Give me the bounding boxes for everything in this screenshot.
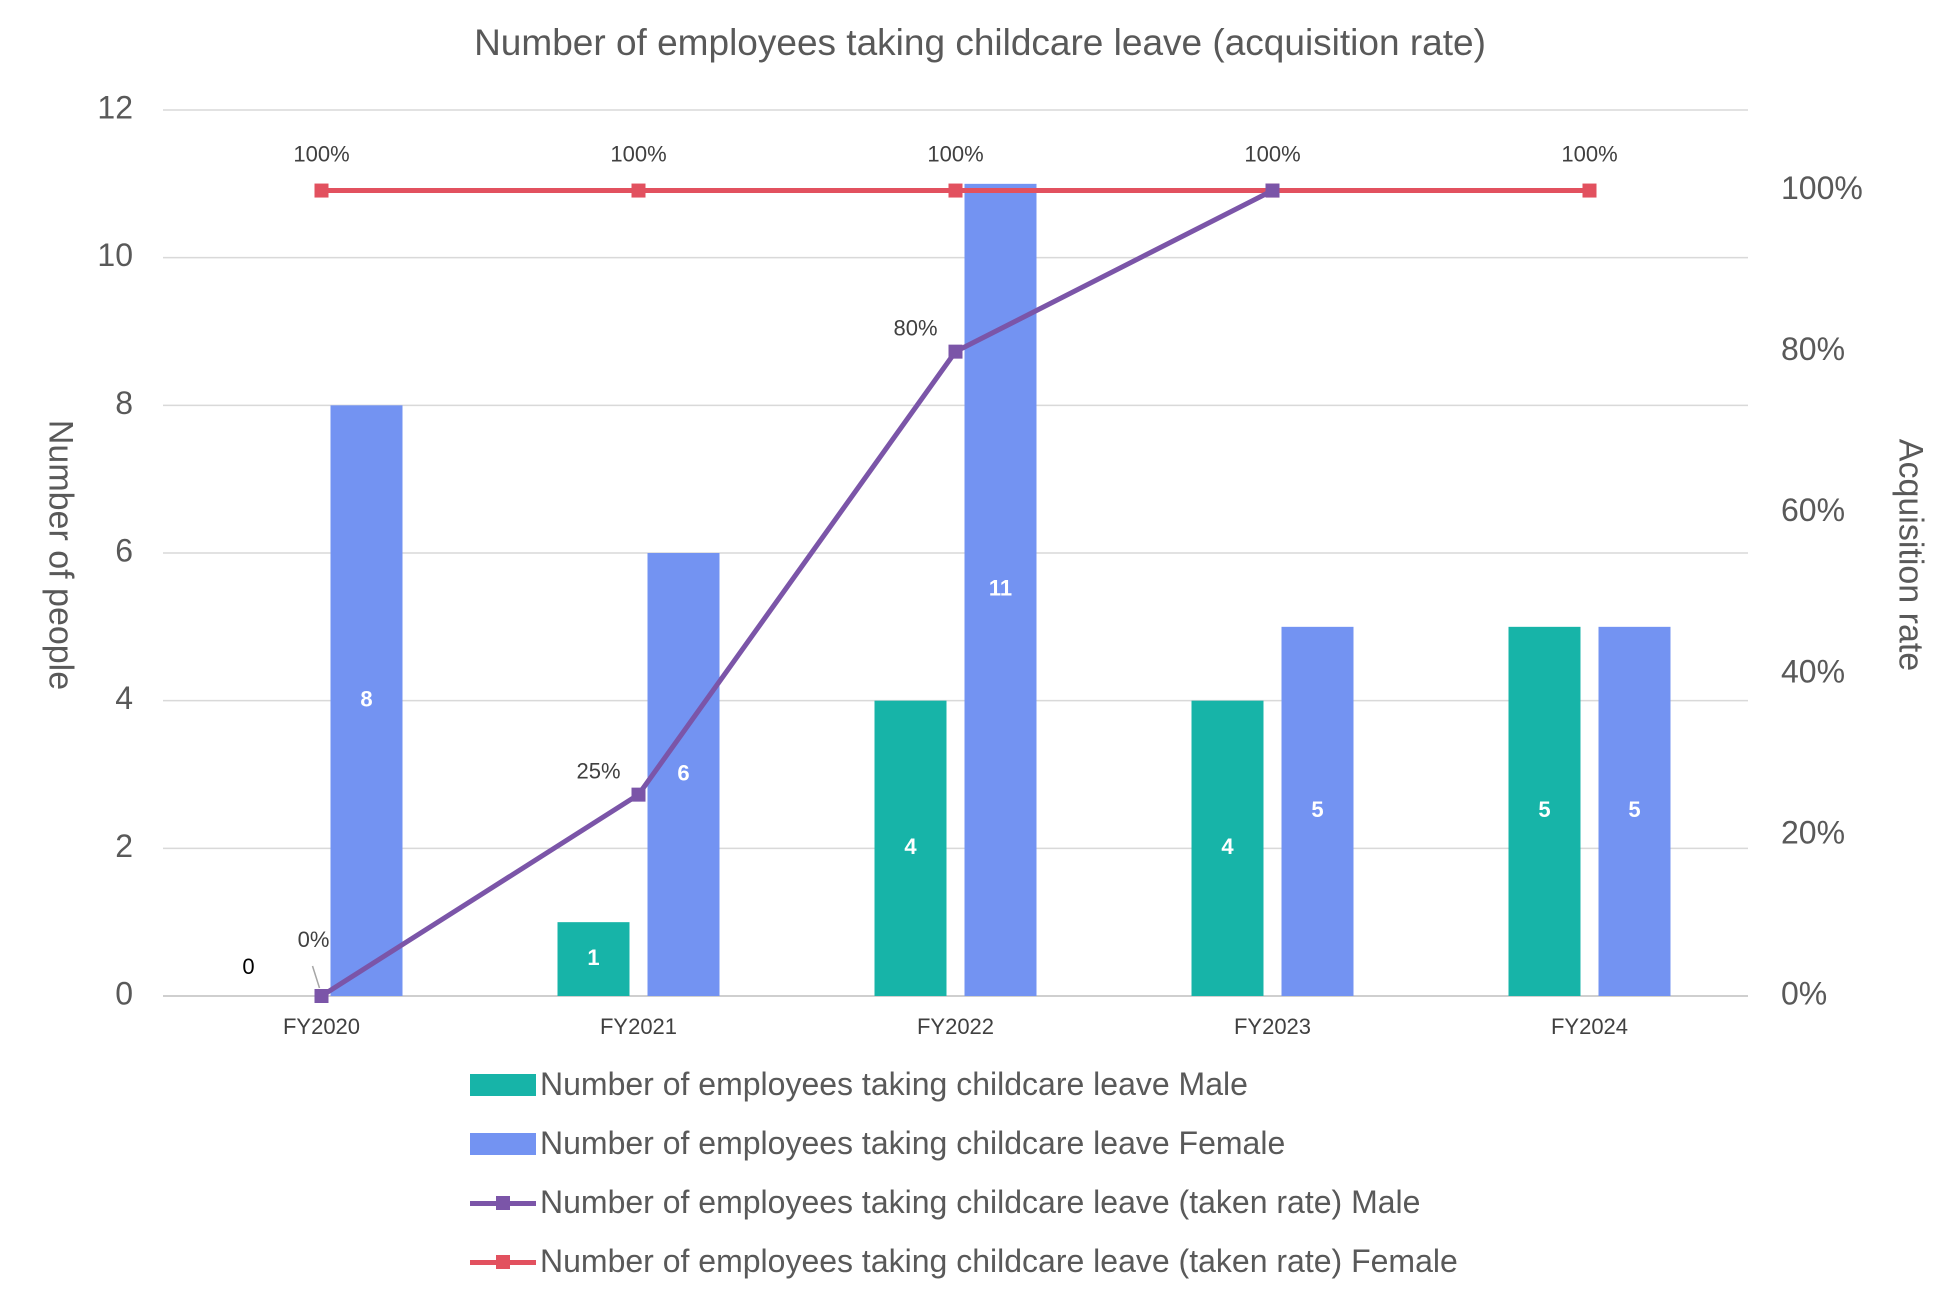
legend-item: Number of employees taking childcare lea… bbox=[470, 1232, 1458, 1291]
bar-female bbox=[647, 553, 720, 996]
bar-male bbox=[874, 700, 947, 996]
marker-male-rate bbox=[314, 989, 329, 1003]
x-tick-label: FY2024 bbox=[1551, 1014, 1628, 1039]
rate-label-female: 100% bbox=[293, 141, 349, 166]
bar-female bbox=[1598, 626, 1671, 996]
y-tick-label: 6 bbox=[115, 532, 133, 568]
bar-label-female: 5 bbox=[1628, 797, 1640, 822]
bar-male bbox=[1191, 700, 1264, 996]
bar-label-female: 6 bbox=[677, 760, 689, 785]
marker-female-rate bbox=[948, 183, 963, 198]
legend-label: Number of employees taking childcare lea… bbox=[540, 1125, 1286, 1161]
bar-label-male: 1 bbox=[587, 945, 599, 970]
x-tick-label: FY2023 bbox=[1234, 1014, 1311, 1039]
bar-female bbox=[1281, 626, 1354, 996]
y-tick-label: 4 bbox=[115, 680, 133, 716]
bar-label-female: 11 bbox=[989, 576, 1012, 601]
line-male-rate bbox=[320, 188, 1274, 999]
rate-label-male: 80% bbox=[893, 315, 937, 340]
legend: Number of employees taking childcare lea… bbox=[470, 1055, 1458, 1291]
legend-swatch bbox=[470, 1132, 536, 1155]
rate-label-female: 100% bbox=[927, 141, 983, 166]
marker-male-rate bbox=[1265, 183, 1280, 198]
y2-tick-label: 20% bbox=[1781, 814, 1845, 850]
legend-label: Number of employees taking childcare lea… bbox=[540, 1066, 1248, 1102]
marker-male-rate bbox=[631, 787, 646, 802]
marker-female-rate bbox=[314, 183, 329, 198]
bar-label-male: 4 bbox=[1221, 834, 1234, 859]
marker-female-rate bbox=[1582, 183, 1597, 198]
y2-tick-label: 100% bbox=[1781, 170, 1863, 206]
bar-label-male: 0 bbox=[242, 954, 254, 979]
rate-label-male: 25% bbox=[576, 758, 620, 783]
marker-male-rate bbox=[948, 344, 963, 359]
rate-label-female: 100% bbox=[610, 141, 666, 166]
y2-tick-label: 60% bbox=[1781, 492, 1845, 528]
y-tick-label: 2 bbox=[115, 828, 133, 864]
bar-male bbox=[1508, 626, 1581, 996]
y2-tick-label: 0% bbox=[1781, 975, 1827, 1011]
y-tick-label: 0 bbox=[115, 975, 133, 1011]
bar-label-female: 8 bbox=[360, 686, 372, 711]
bar-label-female: 5 bbox=[1311, 797, 1323, 822]
bar-label-male: 4 bbox=[904, 834, 917, 859]
legend-line-key bbox=[470, 1192, 536, 1214]
rate-label-male: 0% bbox=[298, 927, 330, 952]
legend-swatch bbox=[470, 1073, 536, 1096]
y-tick-label: 12 bbox=[97, 89, 133, 125]
rate-label-female: 100% bbox=[1244, 141, 1300, 166]
x-tick-label: FY2022 bbox=[917, 1014, 994, 1039]
y-tick-label: 10 bbox=[97, 237, 133, 273]
bar-male bbox=[557, 922, 630, 996]
x-tick-label: FY2021 bbox=[600, 1014, 677, 1039]
legend-marker bbox=[496, 1195, 510, 1210]
legend-line-key bbox=[470, 1251, 536, 1273]
legend-marker bbox=[496, 1254, 510, 1269]
chart-title: Number of employees taking childcare lea… bbox=[474, 22, 1486, 63]
legend-item: Number of employees taking childcare lea… bbox=[470, 1114, 1458, 1173]
bar-label-male: 5 bbox=[1538, 797, 1550, 822]
legend-label: Number of employees taking childcare lea… bbox=[540, 1243, 1458, 1279]
y2-tick-label: 80% bbox=[1781, 331, 1845, 367]
x-tick-label: FY2020 bbox=[283, 1014, 360, 1039]
marker-female-rate bbox=[631, 183, 646, 198]
bar-female bbox=[330, 405, 403, 996]
legend-item: Number of employees taking childcare lea… bbox=[470, 1173, 1458, 1232]
rate-label-female: 100% bbox=[1561, 141, 1617, 166]
leader-line bbox=[311, 965, 321, 989]
legend-item: Number of employees taking childcare lea… bbox=[470, 1055, 1458, 1114]
y-tick-label: 8 bbox=[115, 385, 133, 421]
legend-label: Number of employees taking childcare lea… bbox=[540, 1184, 1421, 1220]
y2-tick-label: 40% bbox=[1781, 653, 1845, 689]
